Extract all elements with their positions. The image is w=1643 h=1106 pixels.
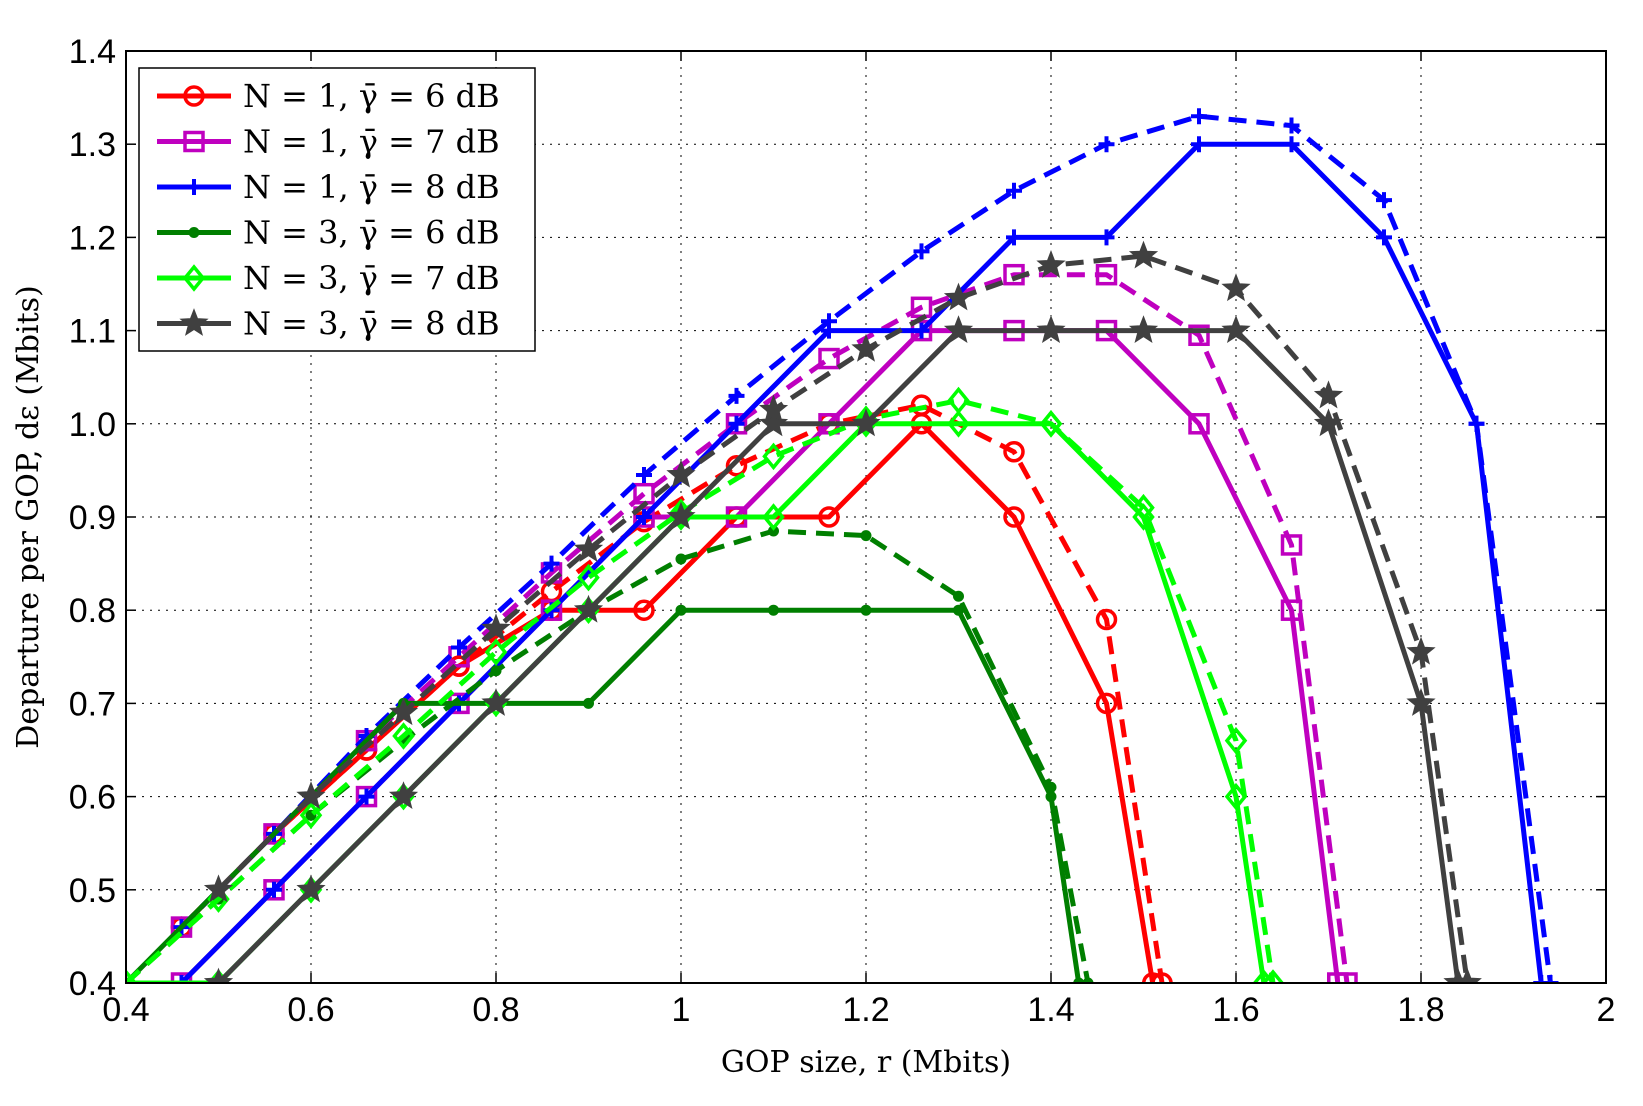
x-tick-label: 1.6 (1212, 991, 1259, 1029)
y-tick-label: 0.4 (69, 965, 116, 1003)
y-tick-label: 0.5 (69, 872, 116, 910)
legend-label: N = 1, γ̄ = 6 dB (243, 77, 500, 115)
data-point-marker (861, 605, 871, 615)
legend-label: N = 3, γ̄ = 7 dB (243, 259, 500, 297)
y-tick-label: 0.8 (69, 592, 116, 630)
chart: 0.4 0.6 0.8 1 1.2 1.4 1.6 1.8 2 0.4 0.5 0.6 0.7 0.8 0.… (0, 0, 1643, 1106)
data-point-marker (584, 698, 594, 708)
y-axis-label: Departure per GOP, dε (Mbits) (11, 285, 46, 748)
x-tick-label: 1 (672, 991, 691, 1029)
legend-marker (189, 228, 199, 238)
y-tick-label: 1.1 (69, 313, 116, 351)
x-tick-label: 1.4 (1027, 991, 1074, 1029)
x-tick-label: 0.8 (472, 991, 519, 1029)
y-tick-label: 1.2 (69, 219, 116, 257)
y-tick-label: 1.0 (69, 406, 116, 444)
data-point-marker (676, 554, 686, 564)
data-point-marker (954, 591, 964, 601)
x-axis-label: GOP size, r (Mbits) (721, 1045, 1011, 1080)
data-point-marker (676, 605, 686, 615)
data-point-marker (491, 666, 501, 676)
y-tick-label: 0.7 (69, 685, 116, 723)
chart-svg: 0.4 0.6 0.8 1 1.2 1.4 1.6 1.8 20.40.50.60.70.80.… (0, 0, 1643, 1106)
y-tick-label: 1.4 (69, 33, 116, 71)
data-point-marker (769, 605, 779, 615)
x-tick-label: 2 (1597, 991, 1616, 1029)
x-tick-label: 1.8 (1397, 991, 1444, 1029)
legend-label: N = 3, γ̄ = 6 dB (243, 214, 500, 252)
x-tick-label: 0.6 (287, 991, 334, 1029)
data-point-marker (1046, 782, 1056, 792)
y-tick-label: 0.9 (69, 499, 116, 537)
x-tick-label: 1.2 (842, 991, 889, 1029)
legend-label: N = 1, γ̄ = 7 dB (243, 123, 500, 161)
legend-label: N = 3, γ̄ = 8 dB (243, 305, 500, 343)
legend: N = 1, γ̄ = 6 dB N = 1, γ̄ = 7 dB N = 1, γ… (139, 68, 535, 351)
y-tick-label: 0.6 (69, 779, 116, 817)
data-point-marker (861, 531, 871, 541)
y-tick-label: 1.3 (69, 126, 116, 164)
legend-label: N = 1, γ̄ = 8 dB (243, 168, 500, 206)
